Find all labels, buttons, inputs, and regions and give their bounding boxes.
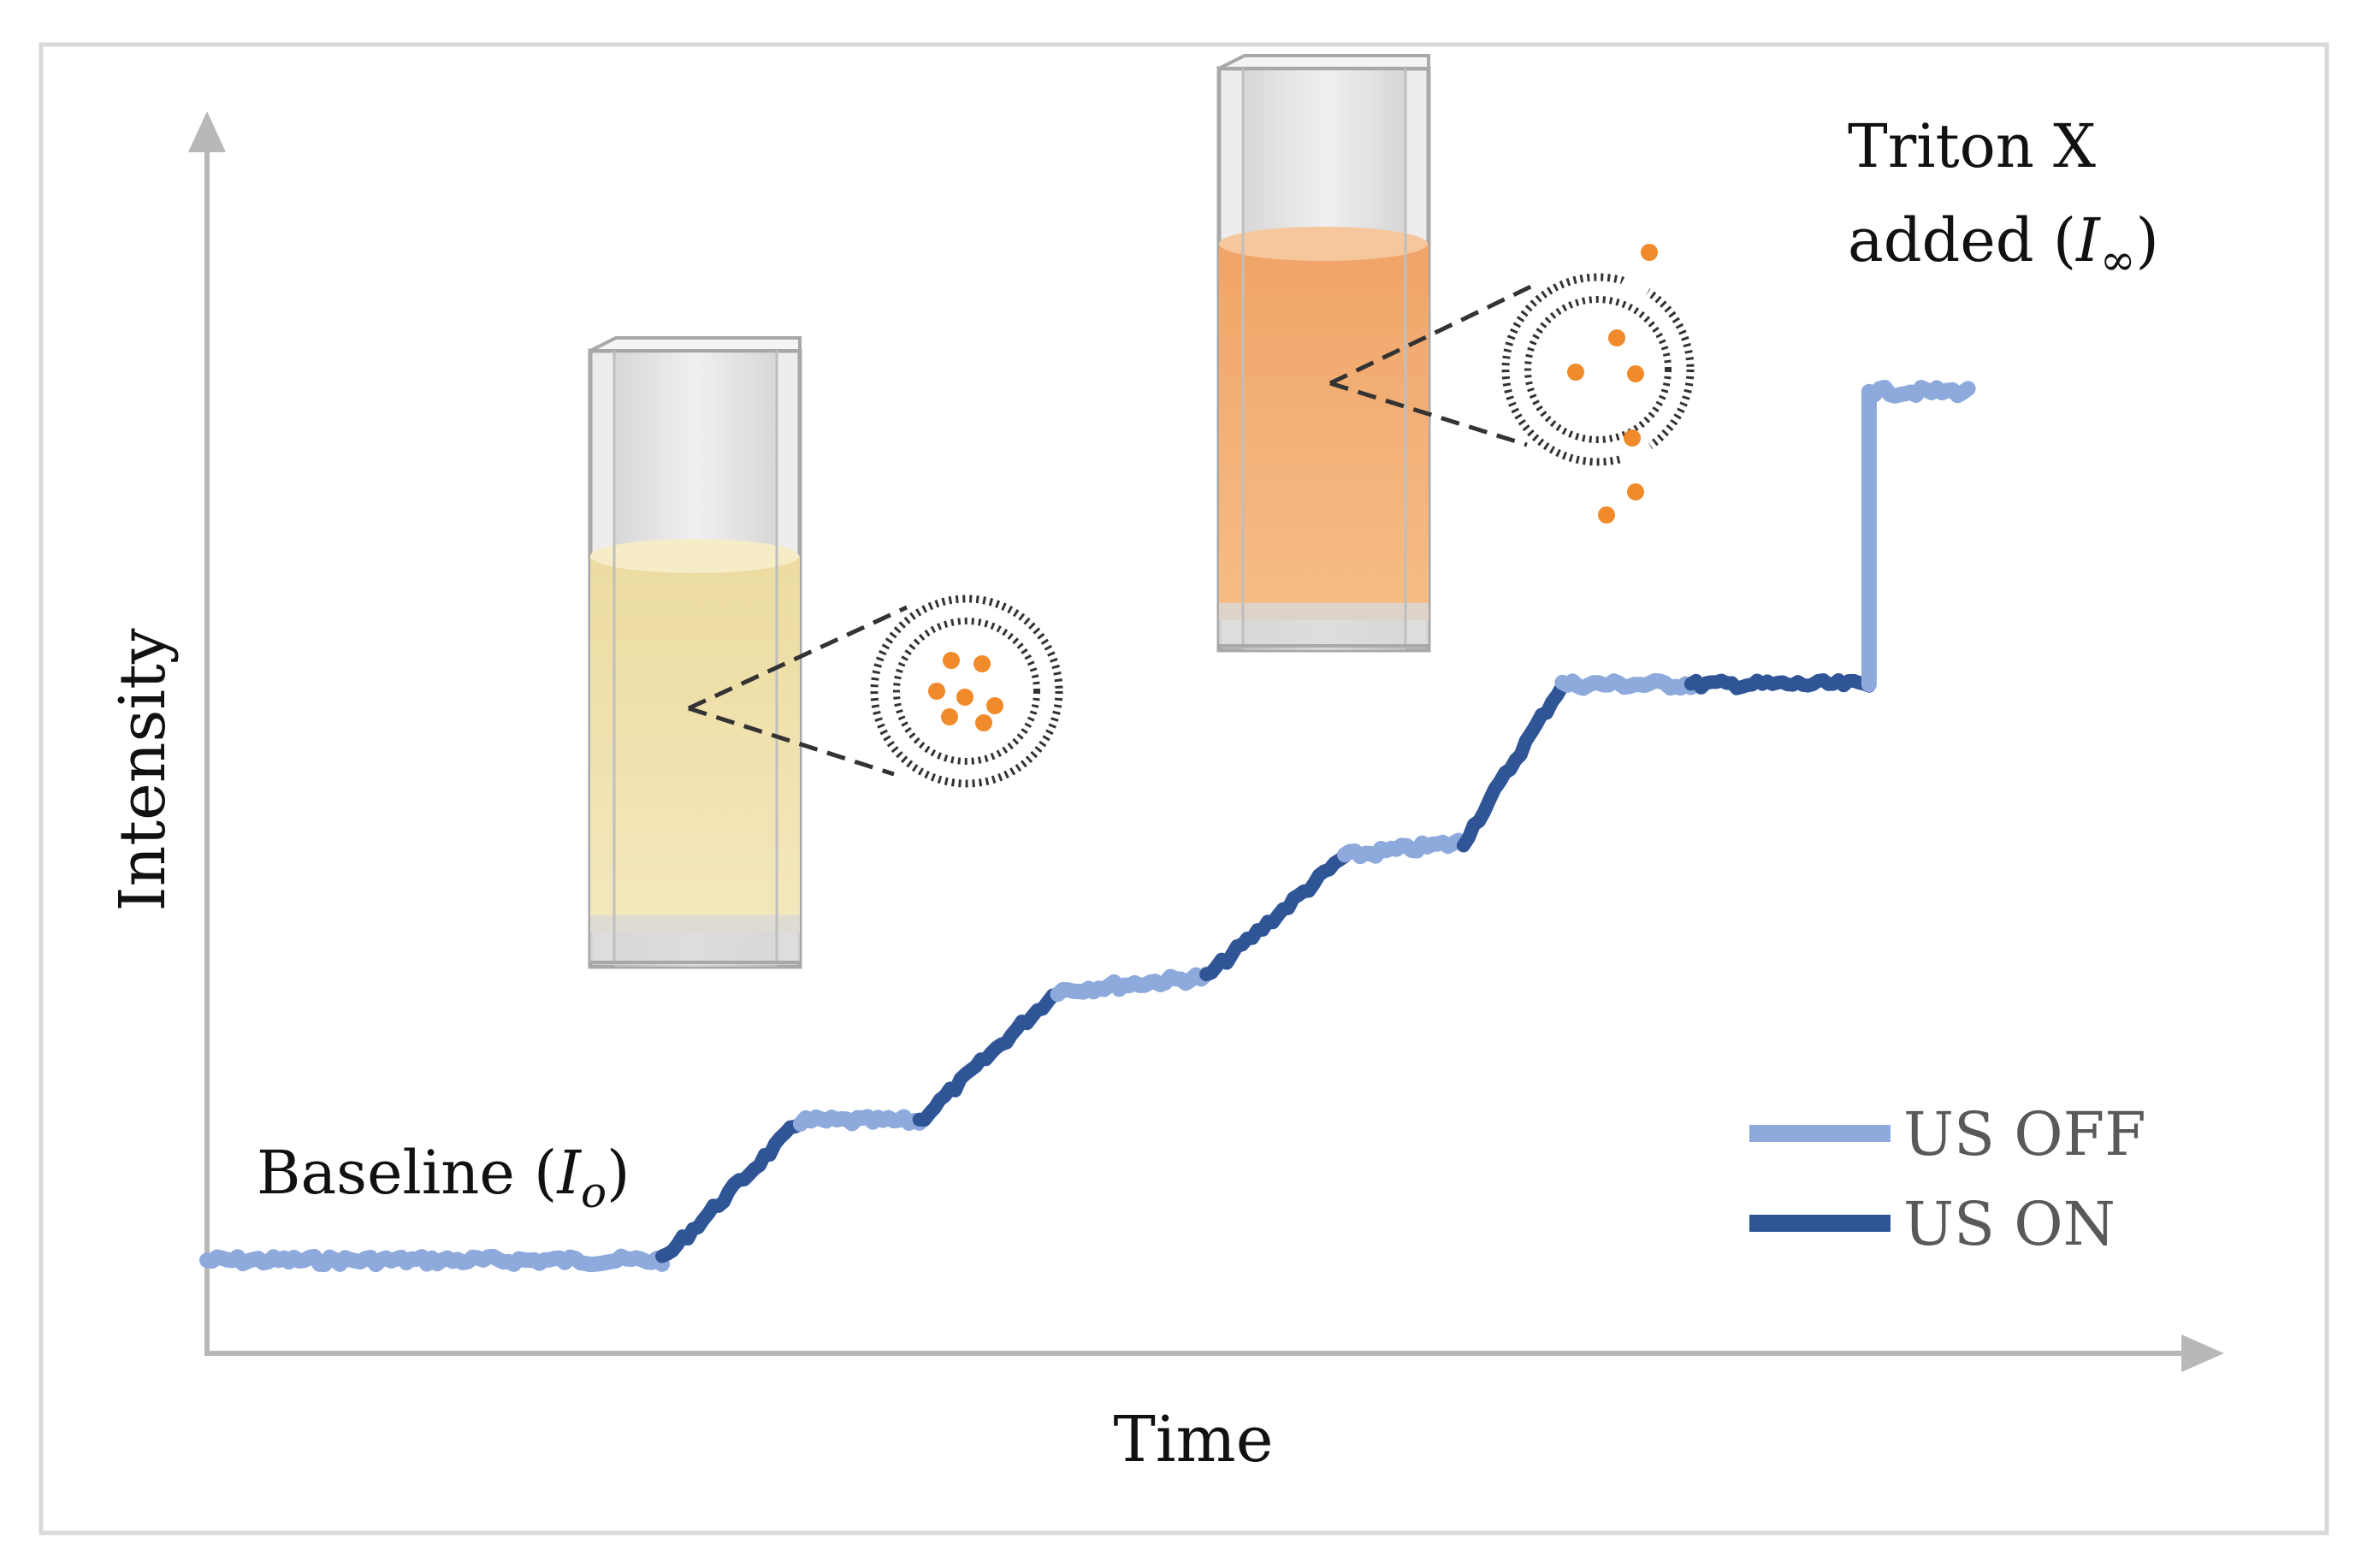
- series-layer: [199, 379, 1976, 1273]
- baseline-annotation: Baseline (Io): [257, 1138, 630, 1217]
- x-axis-label: Time: [1114, 1403, 1274, 1476]
- legend-label-us-off: US OFF: [1903, 1099, 2146, 1169]
- vesicle-intact-zoom: [687, 595, 1063, 788]
- series-segment-us-off-0: [199, 1248, 670, 1273]
- series-segment-us-off-8: [1554, 672, 1699, 696]
- x-axis-arrow-icon: [2181, 1334, 2224, 1372]
- series-segment-us-off-2: [792, 1109, 927, 1132]
- y-axis-arrow-icon: [188, 111, 226, 152]
- cuvette-intact: [588, 336, 802, 969]
- triton-annotation-line1: Triton X: [1848, 111, 2096, 181]
- legend: US OFF US ON: [1749, 1099, 2146, 1259]
- series-segment-us-on-1: [655, 1116, 808, 1263]
- series-segment-us-on-5: [1199, 849, 1352, 982]
- y-axis-label: Intensity: [106, 628, 180, 911]
- series-segment-us-off-4: [1050, 966, 1215, 1003]
- series-segment-us-on-3: [912, 988, 1065, 1127]
- figure-frame: [38, 42, 2329, 1535]
- cuvette-released: [1216, 54, 1431, 653]
- vesicle-released-zoom: [1328, 244, 1695, 524]
- series-segment-us-off-6: [1337, 832, 1471, 865]
- legend-label-us-on: US ON: [1903, 1189, 2116, 1259]
- triton-annotation-line2: added (I∞): [1848, 205, 2159, 285]
- axes: [188, 111, 2224, 1372]
- series-segment-us-on-7: [1456, 679, 1570, 853]
- series-segment-us-off-10: [1861, 379, 1976, 692]
- series-segment-us-on-9: [1684, 673, 1876, 695]
